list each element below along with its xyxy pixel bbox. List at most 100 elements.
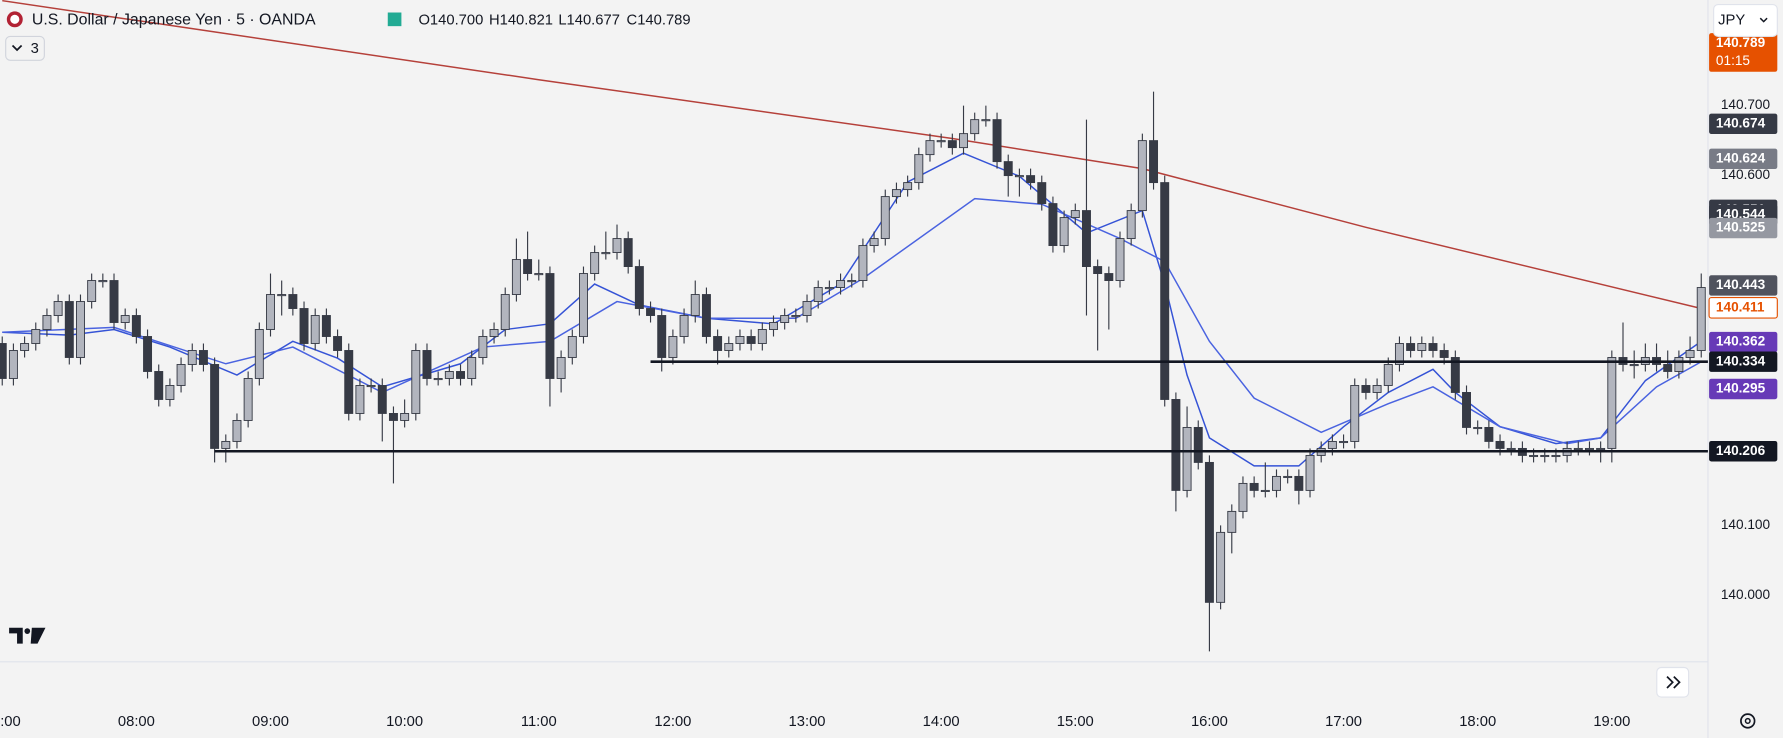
- market-status: [387, 12, 402, 27]
- symbol-title[interactable]: U.S. Dollar / Japanese Yen · 5 · OANDA: [32, 12, 316, 29]
- candle-body: [400, 413, 410, 421]
- candle-body: [1495, 440, 1505, 449]
- candle-body: [1506, 447, 1516, 451]
- price-badge: [1709, 351, 1778, 372]
- candle-body: [1283, 475, 1293, 479]
- indicator-toggle[interactable]: [5, 35, 45, 61]
- candle-body: [534, 273, 544, 276]
- candle-body: [914, 154, 924, 184]
- candle-body: [1171, 399, 1181, 491]
- candle-body: [1596, 447, 1606, 451]
- candle-body: [288, 294, 298, 309]
- high-value: H140.821: [489, 12, 553, 28]
- candle-body: [42, 315, 52, 330]
- candle-body: [109, 280, 119, 323]
- candle-body: [1238, 482, 1248, 512]
- price-badge: [1709, 275, 1778, 296]
- candle-body: [1406, 343, 1416, 351]
- candle-body: [713, 336, 723, 351]
- price-badge-label: 140.789: [1716, 35, 1766, 50]
- candle-body: [1439, 350, 1449, 358]
- candle-body: [1629, 364, 1639, 367]
- y-tick-label: 140.100: [1721, 517, 1771, 532]
- candle-body: [657, 315, 667, 358]
- logo-part: [9, 627, 23, 644]
- candle-body: [87, 280, 97, 302]
- open-value: O140.700: [418, 12, 483, 28]
- tradingview-logo: [9, 627, 46, 644]
- candle-body: [444, 371, 454, 379]
- candle-body: [1417, 343, 1427, 351]
- price-badge-label: 140.206: [1716, 443, 1766, 458]
- candle-body: [1216, 531, 1226, 603]
- candle-body: [422, 350, 432, 379]
- candle-body: [992, 119, 1002, 163]
- candle-body: [198, 350, 208, 365]
- candle-body: [836, 280, 846, 288]
- candle-body: [266, 294, 275, 330]
- candle-body: [701, 294, 711, 337]
- candle-body: [1450, 357, 1460, 393]
- candle-body: [355, 385, 365, 414]
- double-chevron-icon: [1666, 675, 1681, 689]
- candle-body: [646, 308, 656, 316]
- candle-body: [668, 336, 678, 358]
- close-value: C140.789: [627, 12, 691, 28]
- candle-body: [310, 315, 320, 344]
- candle-body: [53, 301, 63, 316]
- price-badge: [1709, 33, 1778, 72]
- candle-body: [1149, 140, 1159, 184]
- candle-body: [0, 343, 7, 379]
- candle-body: [925, 140, 935, 156]
- candle-body: [746, 336, 756, 344]
- candle-body: [344, 350, 354, 414]
- candle-body: [1249, 482, 1259, 491]
- x-tick-label: 15:00: [1057, 714, 1094, 730]
- candle-body: [880, 196, 890, 240]
- candle-body: [500, 294, 510, 330]
- candle-body: [388, 413, 398, 421]
- candle-body: [690, 294, 700, 316]
- candle-body: [556, 357, 566, 379]
- x-tick-label: 18:00: [1459, 714, 1496, 730]
- candle-body: [467, 357, 477, 379]
- candle-body: [277, 294, 287, 297]
- candle-body: [64, 301, 74, 358]
- candle-body: [1037, 182, 1047, 205]
- price-badge: [1709, 441, 1778, 462]
- chevron-icon: [11, 44, 23, 52]
- x-tick-label: 11:00: [521, 714, 557, 730]
- candle-body: [802, 301, 812, 316]
- y-tick-label: 140.600: [1721, 167, 1771, 182]
- candle-body: [165, 385, 175, 400]
- candle-body: [936, 140, 946, 143]
- countdown-label: 01:15: [1716, 53, 1750, 68]
- candle-body: [623, 238, 633, 267]
- candle-body: [847, 280, 857, 283]
- candle-body: [511, 259, 521, 295]
- candle-body: [1540, 454, 1550, 458]
- candle-body: [601, 252, 611, 255]
- candle-body: [1272, 475, 1281, 491]
- settings-button[interactable]: [1740, 713, 1756, 729]
- candle-body: [813, 287, 823, 302]
- candle-body: [1350, 385, 1360, 442]
- price-badge: [1709, 148, 1778, 170]
- price-badge-label: 140.334: [1716, 353, 1766, 368]
- candle-body: [1473, 426, 1483, 430]
- candle-body: [545, 273, 555, 379]
- candle-body: [634, 266, 644, 309]
- currency-label: JPY: [1718, 12, 1745, 28]
- price-badge: [1708, 297, 1778, 319]
- candle-body: [120, 315, 130, 323]
- plot-area: [0, 0, 1708, 652]
- currency-select[interactable]: [1713, 3, 1778, 37]
- candle-body: [1529, 454, 1539, 458]
- candle-body: [981, 119, 991, 122]
- candle-body: [366, 385, 376, 388]
- price-badge: [1709, 217, 1778, 239]
- price-badge-label: 140.443: [1716, 277, 1766, 292]
- candle-body: [757, 329, 767, 344]
- x-tick-label: 09:00: [252, 714, 289, 730]
